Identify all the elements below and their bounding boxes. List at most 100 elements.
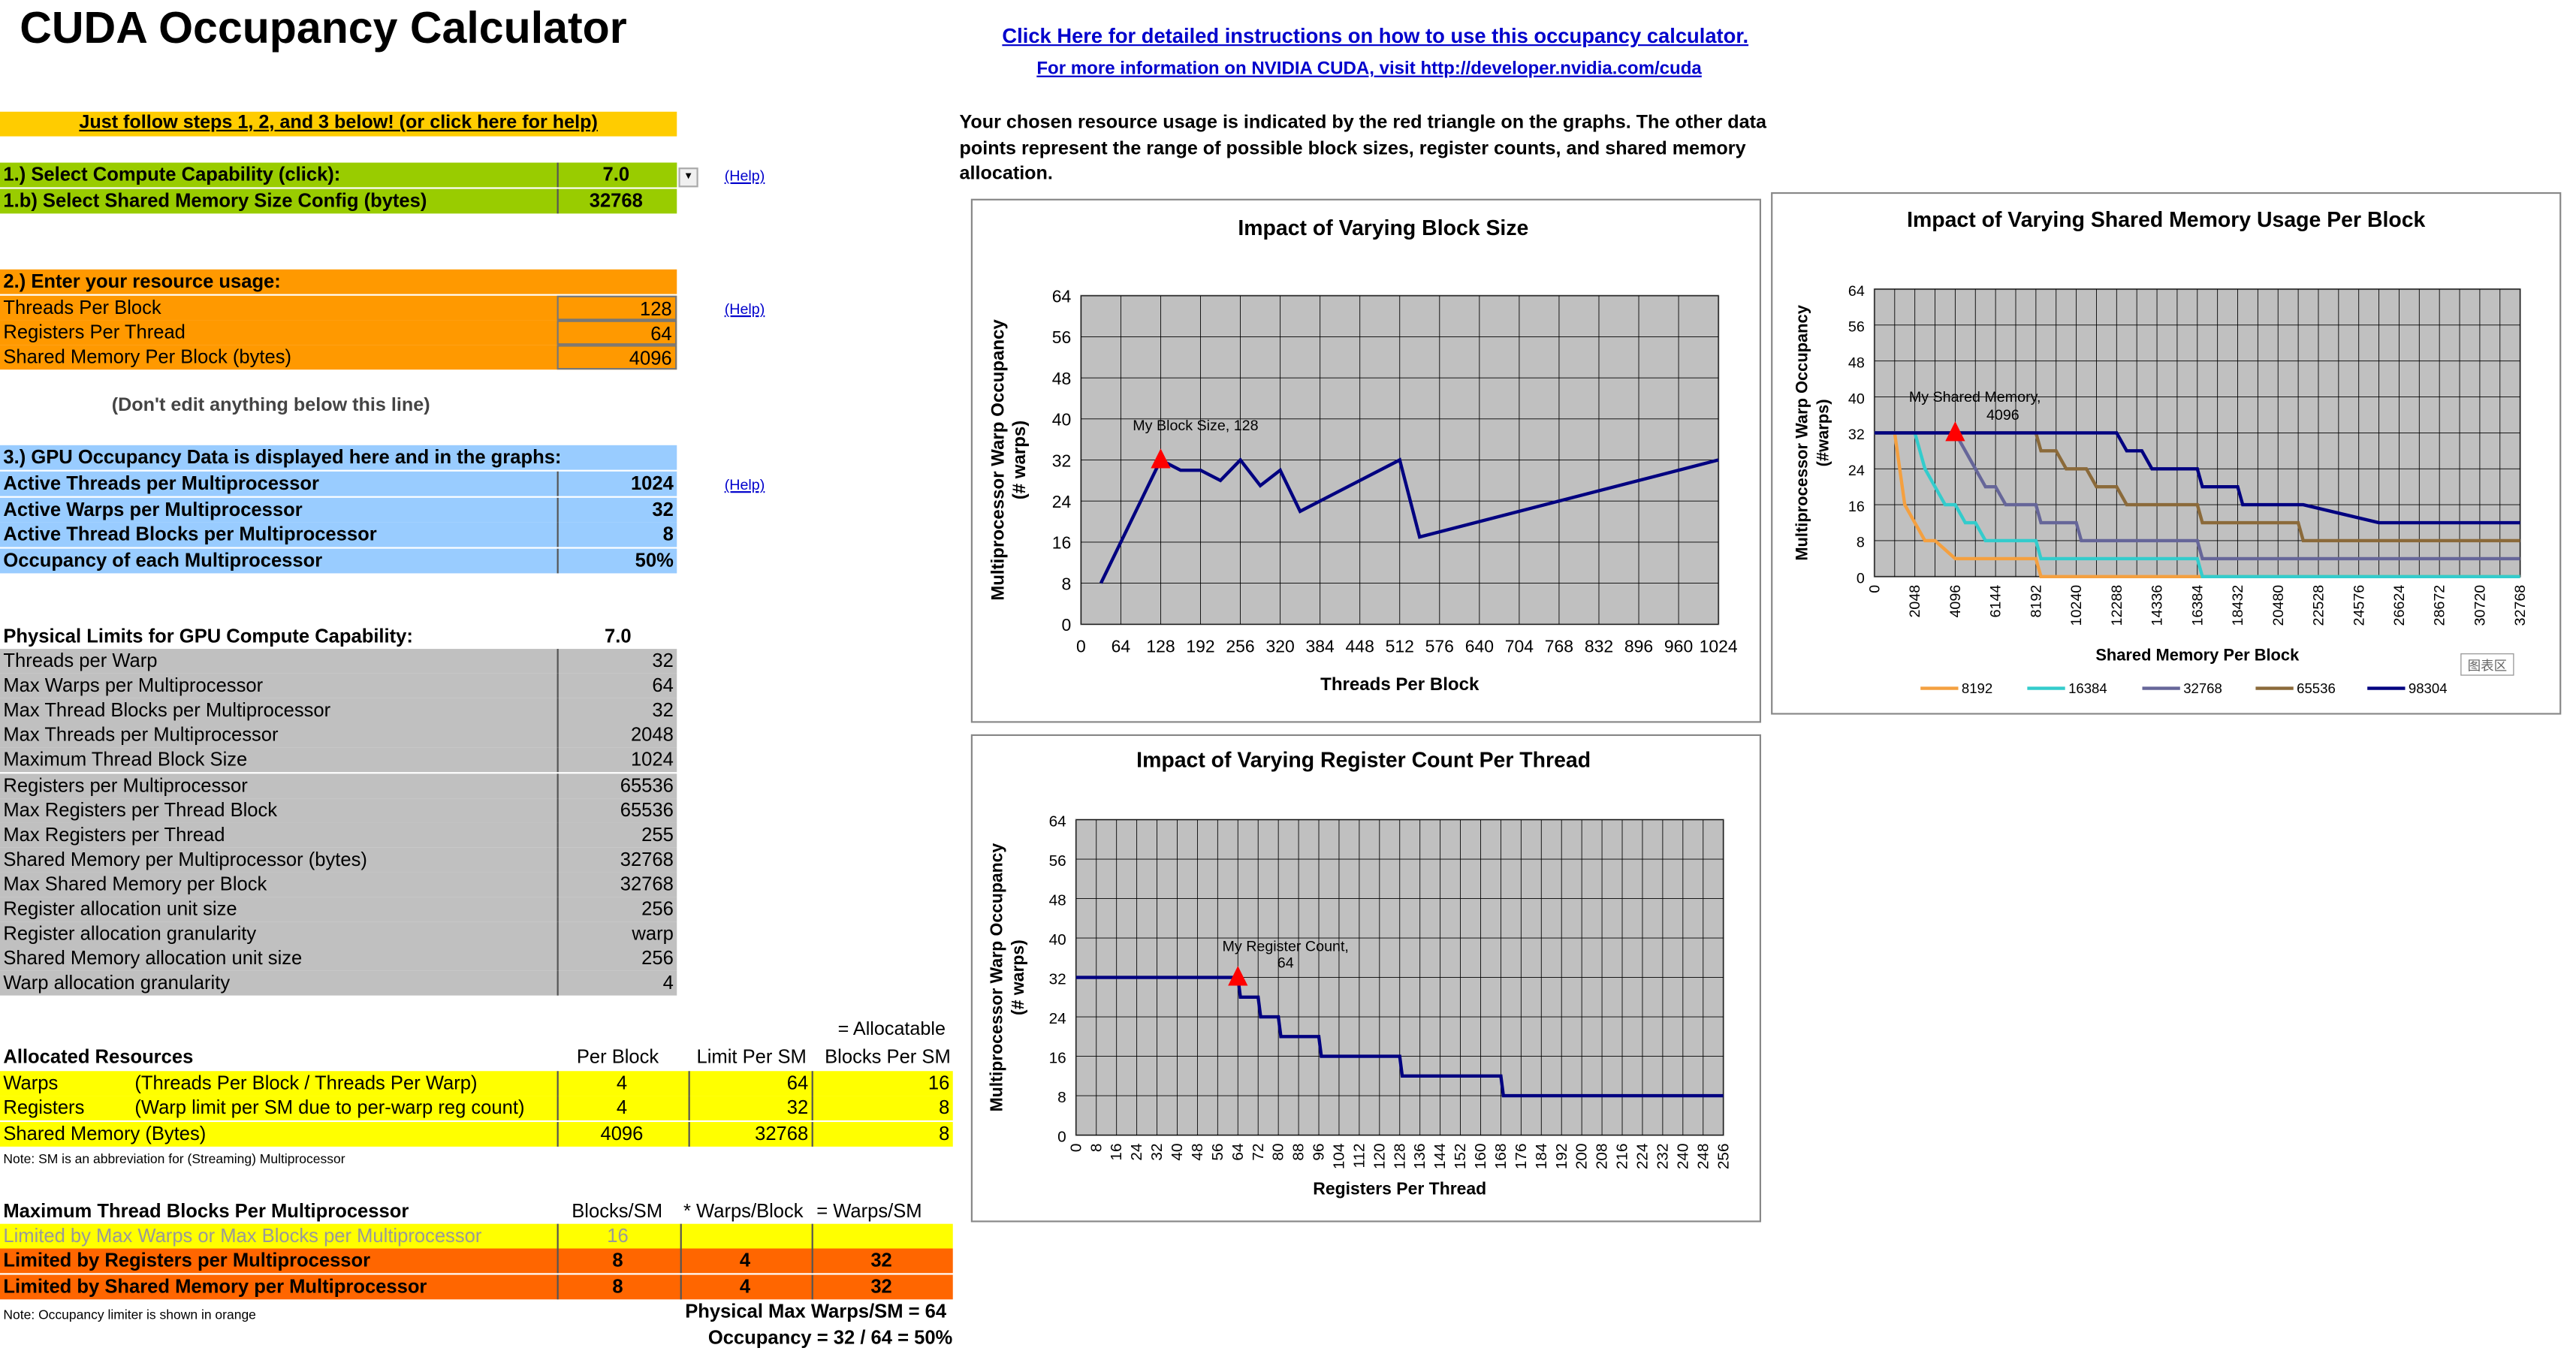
y-tick-label: 32	[1049, 970, 1066, 988]
limit-value: 1024	[557, 748, 677, 773]
series-line	[1874, 431, 2520, 578]
x-tick-label: 4096	[1947, 585, 1964, 618]
smem-config-select[interactable]: 32768	[557, 188, 677, 214]
allocated-label: Warps	[3, 1072, 59, 1094]
limit-value: 255	[557, 822, 677, 848]
limit-row: Warp allocation granularity 4	[0, 971, 677, 997]
instructions-link[interactable]: Click Here for detailed instructions on …	[1002, 24, 1749, 48]
maxblocks-row: Limited by Max Warps or Max Blocks per M…	[0, 1223, 953, 1249]
limit-value: 256	[557, 897, 677, 922]
x-tick-label: 64	[1229, 1144, 1247, 1161]
x-axis-label: Shared Memory Per Block	[2095, 645, 2300, 664]
x-tick-label: 80	[1270, 1144, 1287, 1161]
compute-capability-select[interactable]: 7.0	[557, 162, 677, 188]
y-tick-label: 56	[1848, 319, 1865, 336]
x-tick-label: 248	[1694, 1144, 1712, 1170]
shared-memory-input[interactable]: 4096	[557, 345, 677, 370]
svg-text:(# warps): (# warps)	[1008, 939, 1027, 1015]
limit-value: 32	[557, 698, 677, 723]
svg-text:98304: 98304	[2409, 680, 2448, 696]
x-tick-label: 512	[1386, 636, 1414, 656]
limit-value: 32768	[557, 872, 677, 897]
occupancy-data-row: Active Thread Blocks per Multiprocessor 8	[0, 522, 677, 547]
limit-label: Warp allocation granularity	[3, 973, 231, 995]
allocated-blocks: 16	[811, 1071, 953, 1096]
x-tick-label: 160	[1472, 1144, 1489, 1170]
step3-help-link[interactable]: (Help)	[724, 476, 765, 493]
maxblocks-total: 32	[811, 1274, 953, 1299]
x-tick-label: 18432	[2230, 585, 2246, 626]
y-tick-label: 0	[1061, 615, 1071, 635]
limit-value: 256	[557, 946, 677, 972]
limit-label: Max Shared Memory per Block	[3, 873, 267, 895]
y-tick-label: 8	[1057, 1089, 1066, 1106]
y-tick-label: 24	[1049, 1010, 1066, 1027]
dropdown-arrow-icon[interactable]: ▾	[678, 167, 698, 188]
occupancy-data-label: Active Thread Blocks per Multiprocessor	[3, 523, 377, 546]
limit-row: Max Registers per Thread 255	[0, 822, 677, 848]
y-tick-label: 8	[1061, 574, 1071, 593]
limit-label: Max Thread Blocks per Multiprocessor	[3, 700, 331, 722]
maxblocks-label: Limited by Shared Memory per Multiproces…	[3, 1275, 427, 1298]
legend-entry: 98304	[2367, 680, 2448, 696]
step1-help-link[interactable]: (Help)	[724, 167, 765, 184]
x-tick-label: 40	[1169, 1144, 1186, 1161]
allocated-heading: Allocated Resources	[3, 1046, 194, 1068]
occupancy-data-value: 1024	[557, 471, 677, 496]
limit-label: Shared Memory per Multiprocessor (bytes)	[3, 849, 367, 870]
steps-banner[interactable]: Just follow steps 1, 2, and 3 below! (or…	[0, 111, 677, 137]
red-triangle-marker	[1228, 966, 1248, 986]
limit-label: Register allocation granularity	[3, 923, 257, 945]
occupancy-data-value: 8	[557, 522, 677, 547]
allocated-per-block: 4	[557, 1096, 689, 1121]
shared-memory-chart: Impact of Varying Shared Memory Usage Pe…	[1771, 191, 2562, 715]
limit-label: Shared Memory allocation unit size	[3, 948, 303, 970]
x-tick-label: 0	[1076, 636, 1086, 656]
x-tick-label: 136	[1411, 1144, 1428, 1170]
x-tick-label: 152	[1452, 1144, 1469, 1170]
marker-label: My Register Count,	[1223, 939, 1349, 955]
x-tick-label: 32768	[2512, 585, 2529, 626]
x-tick-label: 24	[1128, 1144, 1145, 1161]
registers-per-thread-input[interactable]: 64	[557, 320, 677, 345]
limit-row: Max Shared Memory per Block 32768	[0, 872, 677, 897]
col-warps-block: * Warps/Block	[683, 1201, 804, 1223]
x-tick-label: 200	[1573, 1144, 1591, 1170]
y-tick-label: 40	[1052, 410, 1072, 430]
y-tick-label: 32	[1052, 451, 1072, 470]
x-tick-label: 320	[1265, 636, 1294, 656]
cuda-info-link[interactable]: For more information on NVIDIA CUDA, vis…	[1036, 59, 1702, 79]
limit-value: 4	[557, 971, 677, 997]
limit-row: Max Thread Blocks per Multiprocessor 32	[0, 698, 677, 723]
x-tick-label: 56	[1209, 1144, 1226, 1161]
maxblocks-label: Limited by Max Warps or Max Blocks per M…	[3, 1225, 482, 1247]
col-warps-sm: = Warps/SM	[816, 1201, 922, 1223]
col-per-block: Per Block	[576, 1046, 659, 1068]
dont-edit-note: (Don't edit anything below this line)	[111, 396, 430, 416]
x-tick-label: 6144	[1988, 585, 2004, 618]
y-tick-label: 56	[1052, 327, 1072, 347]
svg-text:8192: 8192	[1962, 680, 1992, 696]
x-tick-label: 640	[1465, 636, 1494, 656]
x-tick-label: 184	[1533, 1144, 1550, 1170]
x-tick-label: 14336	[2149, 585, 2166, 626]
legend-entry: 16384	[2027, 680, 2107, 696]
step2-help-link[interactable]: (Help)	[724, 300, 765, 318]
y-tick-label: 64	[1049, 813, 1066, 830]
register-count-chart: Impact of Varying Register Count Per Thr…	[970, 734, 1761, 1223]
y-tick-label: 0	[1057, 1128, 1066, 1145]
x-tick-label: 96	[1311, 1144, 1328, 1161]
threads-per-block-input[interactable]: 128	[557, 295, 677, 321]
allocated-blocks: 8	[811, 1121, 953, 1146]
compute-capability-row: 1.) Select Compute Capability (click): 7…	[0, 162, 677, 188]
x-tick-label: 20480	[2270, 585, 2287, 626]
y-axis-label: Multiprocessor Warp Occupancy (# warps)	[986, 843, 1027, 1112]
x-tick-label: 768	[1545, 636, 1573, 656]
legend-entry: 65536	[2255, 680, 2336, 696]
allocated-blocks: 8	[811, 1096, 953, 1121]
x-tick-label: 0	[1867, 585, 1884, 593]
x-tick-label: 208	[1594, 1144, 1611, 1170]
x-tick-label: 128	[1146, 636, 1175, 656]
maxblocks-blocks: 8	[557, 1274, 680, 1299]
y-tick-label: 48	[1049, 891, 1066, 909]
